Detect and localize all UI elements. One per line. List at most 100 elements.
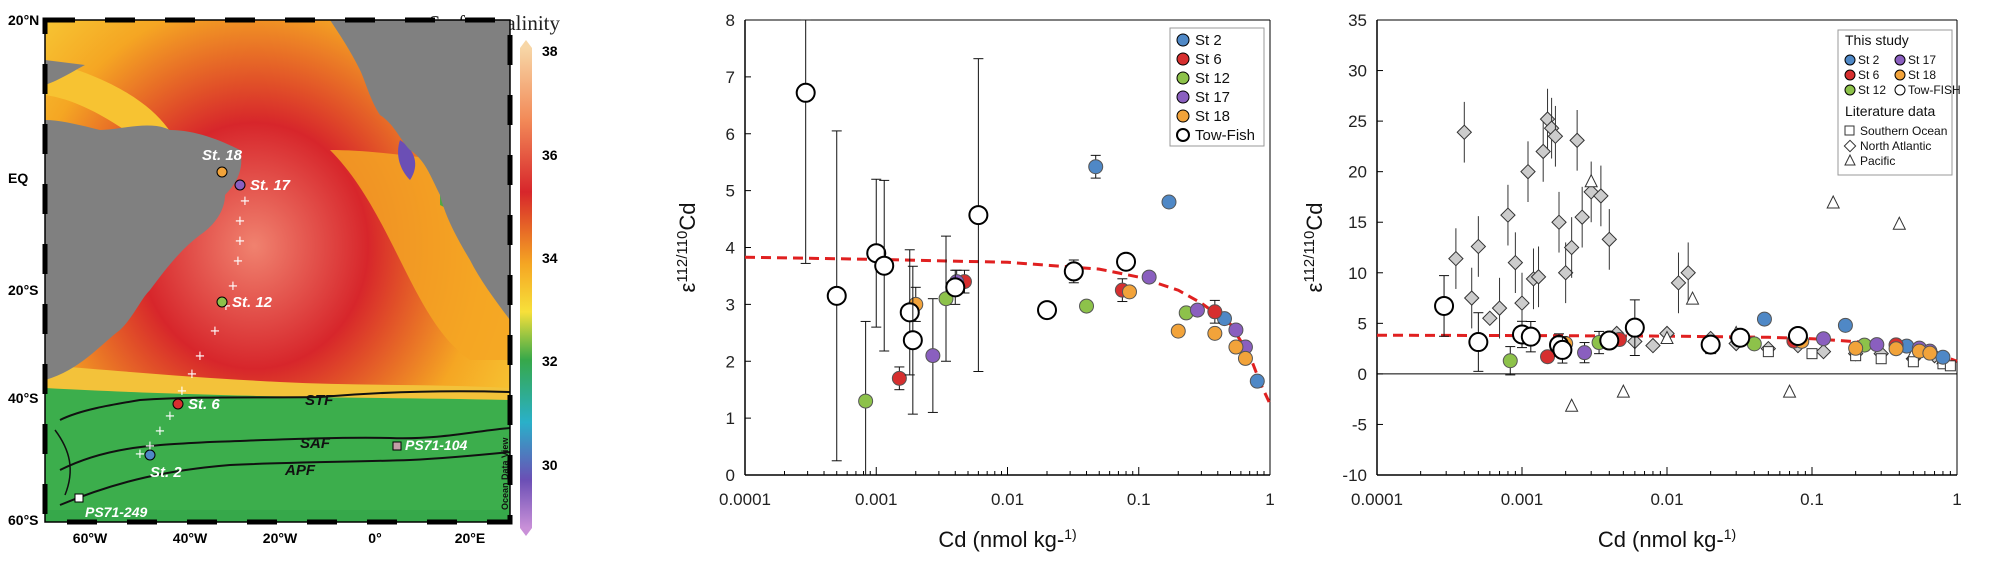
- legend-marker: [1844, 153, 1856, 166]
- map-area: ++++++++++++++: [45, 20, 510, 522]
- station-label: St. 6: [188, 396, 220, 413]
- literature-north-atlantic: [1514, 295, 1530, 311]
- station-label: St. 17: [250, 177, 291, 194]
- station-markers: St. 18 St. 17 St. 12 St. 6 St. 2 STF SAF APF PS7…: [74, 147, 467, 520]
- colorbar-tick: 32: [542, 353, 558, 369]
- literature-north-atlantic: [1500, 207, 1516, 223]
- lat-label: 60°S: [8, 512, 39, 528]
- data-point-st-2: [1088, 159, 1104, 175]
- x-tick-label: 0.1: [1800, 490, 1824, 509]
- legend-entry: St 12: [1858, 83, 1886, 97]
- literature-north-atlantic: [1470, 238, 1487, 255]
- core-marker: [392, 441, 402, 451]
- legend-entry: St 2: [1858, 53, 1880, 67]
- station-dot: [216, 166, 228, 178]
- data-point-tow-fish: [1520, 326, 1541, 347]
- legend-marker: [1176, 109, 1190, 123]
- literature-southern-ocean: [1762, 346, 1774, 358]
- y-tick-label: 5: [1358, 314, 1367, 333]
- legend: This study St 2 St 17 St 6 St 18 St 12 Tow-FIS…: [1837, 29, 1961, 176]
- track-cross: +: [145, 439, 156, 454]
- station-dot: [144, 449, 156, 461]
- y-tick-label: -10: [1342, 466, 1367, 485]
- apf-front-line: [59, 451, 510, 506]
- data-point-st-6: [1207, 304, 1223, 320]
- legend-box: [1169, 27, 1265, 147]
- y-tick-label: 0: [1358, 365, 1367, 384]
- data-point-st-17: [1815, 331, 1831, 347]
- legend-marker: [1176, 52, 1190, 66]
- literature-southern-ocean: [1875, 353, 1887, 365]
- legend-marker: [1176, 90, 1190, 104]
- x-tick-label: 0.001: [855, 490, 898, 509]
- cd-isotope-chart-2: -10 -5 0 5 10 15 20 25 30 35 0.0001 0.001 0.01 0.1 1 ε1…: [1301, 11, 1962, 552]
- x-tick-label: 0.0001: [1351, 490, 1403, 509]
- literature-north-atlantic: [1530, 269, 1547, 285]
- literature-pacific: [1660, 330, 1674, 344]
- lat-label: 20°S: [8, 282, 39, 298]
- data-point-st-12: [1079, 298, 1095, 314]
- literature-north-atlantic: [1557, 264, 1574, 281]
- y-axis-label: ε112/110Cd: [674, 203, 701, 293]
- data-point-tow-fish: [1063, 261, 1084, 282]
- literature-pacific: [1564, 398, 1579, 412]
- literature-north-atlantic: [1463, 290, 1480, 306]
- y-tick-label: 1: [726, 409, 735, 428]
- literature-north-atlantic: [1574, 209, 1590, 225]
- legend-marker: [1894, 54, 1906, 66]
- data-point-st-6: [1540, 349, 1556, 365]
- literature-north-atlantic: [1456, 124, 1473, 141]
- lon-label: 60°W: [73, 530, 108, 546]
- literature-north-atlantic: [1815, 343, 1832, 360]
- legend-entry: St 2: [1195, 32, 1222, 49]
- legend-entry: St 18: [1908, 68, 1936, 82]
- legend-box: [1837, 29, 1953, 176]
- fit-curve: [744, 255, 1272, 405]
- data-point-st-18: [1888, 341, 1904, 357]
- legend-entry: St 18: [1195, 108, 1230, 125]
- literature-north-atlantic: [1569, 132, 1585, 149]
- literature-north-atlantic: [1520, 163, 1536, 180]
- track-cross: +: [240, 194, 251, 209]
- literature-southern-ocean: [1806, 348, 1818, 360]
- track-cross: +: [233, 254, 244, 269]
- salinity-map: Surface salinity +++++++++++: [8, 11, 560, 546]
- data-point-st-18: [1228, 339, 1244, 355]
- data-point-st-12: [1502, 353, 1518, 369]
- track-cross: +: [235, 234, 246, 249]
- map-axis-labels: 20°N EQ 20°S 40°S 60°S 60°W 40°W 20°W 0° 20°E: [8, 12, 485, 546]
- legend-marker: [1894, 69, 1906, 81]
- data-point-tow-fish: [945, 277, 966, 298]
- data-point-st-17: [1577, 345, 1593, 361]
- x-tick-label: 0.01: [991, 490, 1024, 509]
- legend-marker: [1844, 54, 1856, 66]
- legend: St 2 St 6 St 12 St 17 St 18 Tow-Fish: [1169, 27, 1265, 147]
- x-tick-label: 0.01: [1650, 490, 1683, 509]
- track-cross: +: [235, 214, 246, 229]
- y-tick-label: 2: [726, 352, 735, 371]
- literature-north-atlantic: [1601, 231, 1618, 248]
- track-cross: +: [228, 279, 239, 294]
- data-point-tow-fish: [1116, 251, 1137, 272]
- track-cross: +: [195, 349, 206, 364]
- legend-marker: [1844, 69, 1856, 81]
- data-point-tow-fish: [1552, 339, 1573, 360]
- y-label-superscript: 112/110: [674, 231, 691, 283]
- x-tick-label: 1: [1265, 490, 1274, 509]
- lon-label: 40°W: [173, 530, 208, 546]
- literature-southern-ocean: [1907, 356, 1919, 368]
- salinity-colorbar: [520, 48, 532, 528]
- core-marker: [74, 493, 84, 503]
- data-point-st-18: [1848, 340, 1864, 356]
- legend-marker: [1176, 71, 1190, 85]
- literature-north-atlantic: [1507, 254, 1524, 271]
- y-tick-label: 4: [726, 239, 735, 258]
- literature-north-atlantic: [1448, 250, 1464, 267]
- literature-pacific: [1685, 290, 1700, 305]
- literature-legend-title: Literature data: [1845, 103, 1935, 119]
- cruise-track: ++++++++++++++: [135, 194, 251, 462]
- africa-landmass: [330, 20, 510, 320]
- data-point-st-17: [1141, 269, 1157, 285]
- station-dot: [234, 179, 246, 191]
- legend-marker: [1894, 84, 1906, 96]
